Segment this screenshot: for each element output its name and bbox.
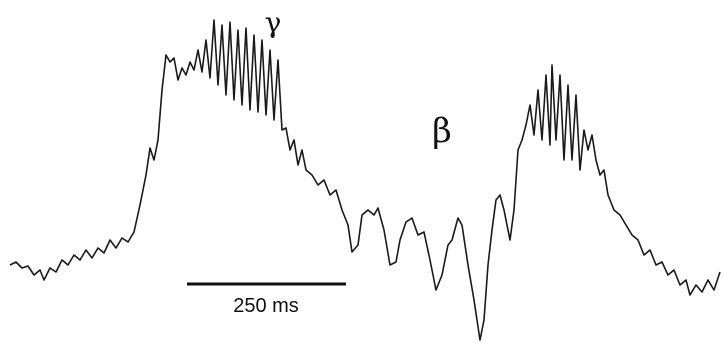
gamma-label: γ [265,6,282,39]
beta-label: β [432,111,452,151]
scale-bar-label: 250 ms [233,295,299,317]
signal-trace [9,19,721,341]
